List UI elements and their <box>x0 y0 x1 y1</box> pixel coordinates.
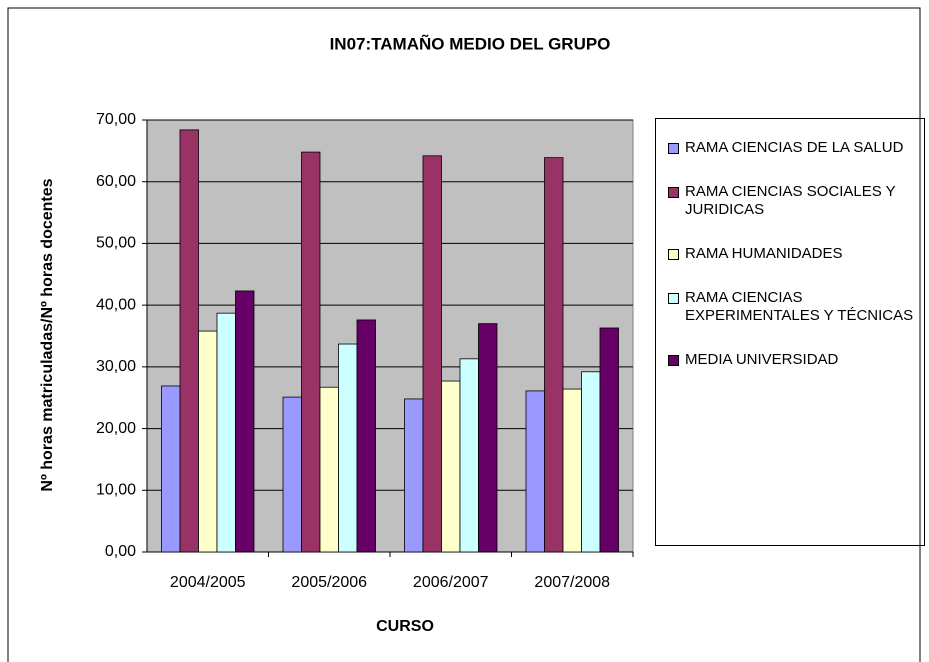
bar <box>235 290 255 553</box>
y-tick-label: 0,00 <box>105 543 136 560</box>
x-tick-label: 2006/2007 <box>413 574 489 591</box>
legend-key <box>668 187 679 198</box>
bar <box>216 312 236 553</box>
bar <box>422 155 442 553</box>
legend-label: RAMA CIENCIAS SOCIALES Y JURIDICAS <box>685 183 896 218</box>
legend-entry: RAMA CIENCIAS SOCIALES Y JURIDICAS <box>668 183 916 219</box>
bar <box>161 385 181 553</box>
legend-key <box>668 355 679 366</box>
legend-entry: RAMA CIENCIAS EXPERIMENTALES Y TÉCNICAS <box>668 289 916 325</box>
bar <box>356 319 376 553</box>
bar <box>562 388 582 553</box>
bar <box>301 151 321 553</box>
y-tick-label: 60,00 <box>96 173 136 190</box>
chart-border <box>7 7 921 662</box>
y-tick-label: 20,00 <box>96 420 136 437</box>
bar <box>459 358 479 553</box>
bar <box>599 327 619 553</box>
bar <box>581 371 601 553</box>
legend-label: RAMA CIENCIAS EXPERIMENTALES Y TÉCNICAS <box>685 289 914 324</box>
bar <box>179 129 199 553</box>
bar <box>441 380 461 553</box>
legend-label: MEDIA UNIVERSIDAD <box>685 351 839 368</box>
bar <box>525 390 545 553</box>
bar <box>544 157 564 553</box>
x-axis-label: CURSO <box>376 618 434 635</box>
legend-key <box>668 293 679 304</box>
legend-entry: RAMA HUMANIDADES <box>668 245 916 263</box>
legend-label: RAMA CIENCIAS DE LA SALUD <box>685 139 904 156</box>
y-tick-label: 10,00 <box>96 482 136 499</box>
y-tick-label: 50,00 <box>96 235 136 252</box>
chart-title: IN07:TAMAÑO MEDIO DEL GRUPO <box>330 33 611 53</box>
bar <box>319 386 339 553</box>
legend-key <box>668 143 679 154</box>
legend-label: RAMA HUMANIDADES <box>685 245 843 262</box>
x-tick-label: 2007/2008 <box>534 574 610 591</box>
legend-entry: RAMA CIENCIAS DE LA SALUD <box>668 139 916 157</box>
x-tick-label: 2005/2006 <box>291 574 367 591</box>
legend: RAMA CIENCIAS DE LA SALUD RAMA CIENCIAS S… <box>655 118 925 546</box>
x-tick-label: 2004/2005 <box>170 574 246 591</box>
y-tick-label: 70,00 <box>96 111 136 128</box>
bar <box>338 343 358 553</box>
bar <box>478 323 498 553</box>
bar <box>404 398 424 553</box>
bar <box>198 330 218 553</box>
bar <box>282 396 302 553</box>
legend-entry: MEDIA UNIVERSIDAD <box>668 351 916 369</box>
y-axis-label: Nº horas matriculadas/Nº horas docentes <box>39 178 56 491</box>
y-tick-label: 40,00 <box>96 296 136 313</box>
y-tick-label: 30,00 <box>96 358 136 375</box>
legend-key <box>668 249 679 260</box>
